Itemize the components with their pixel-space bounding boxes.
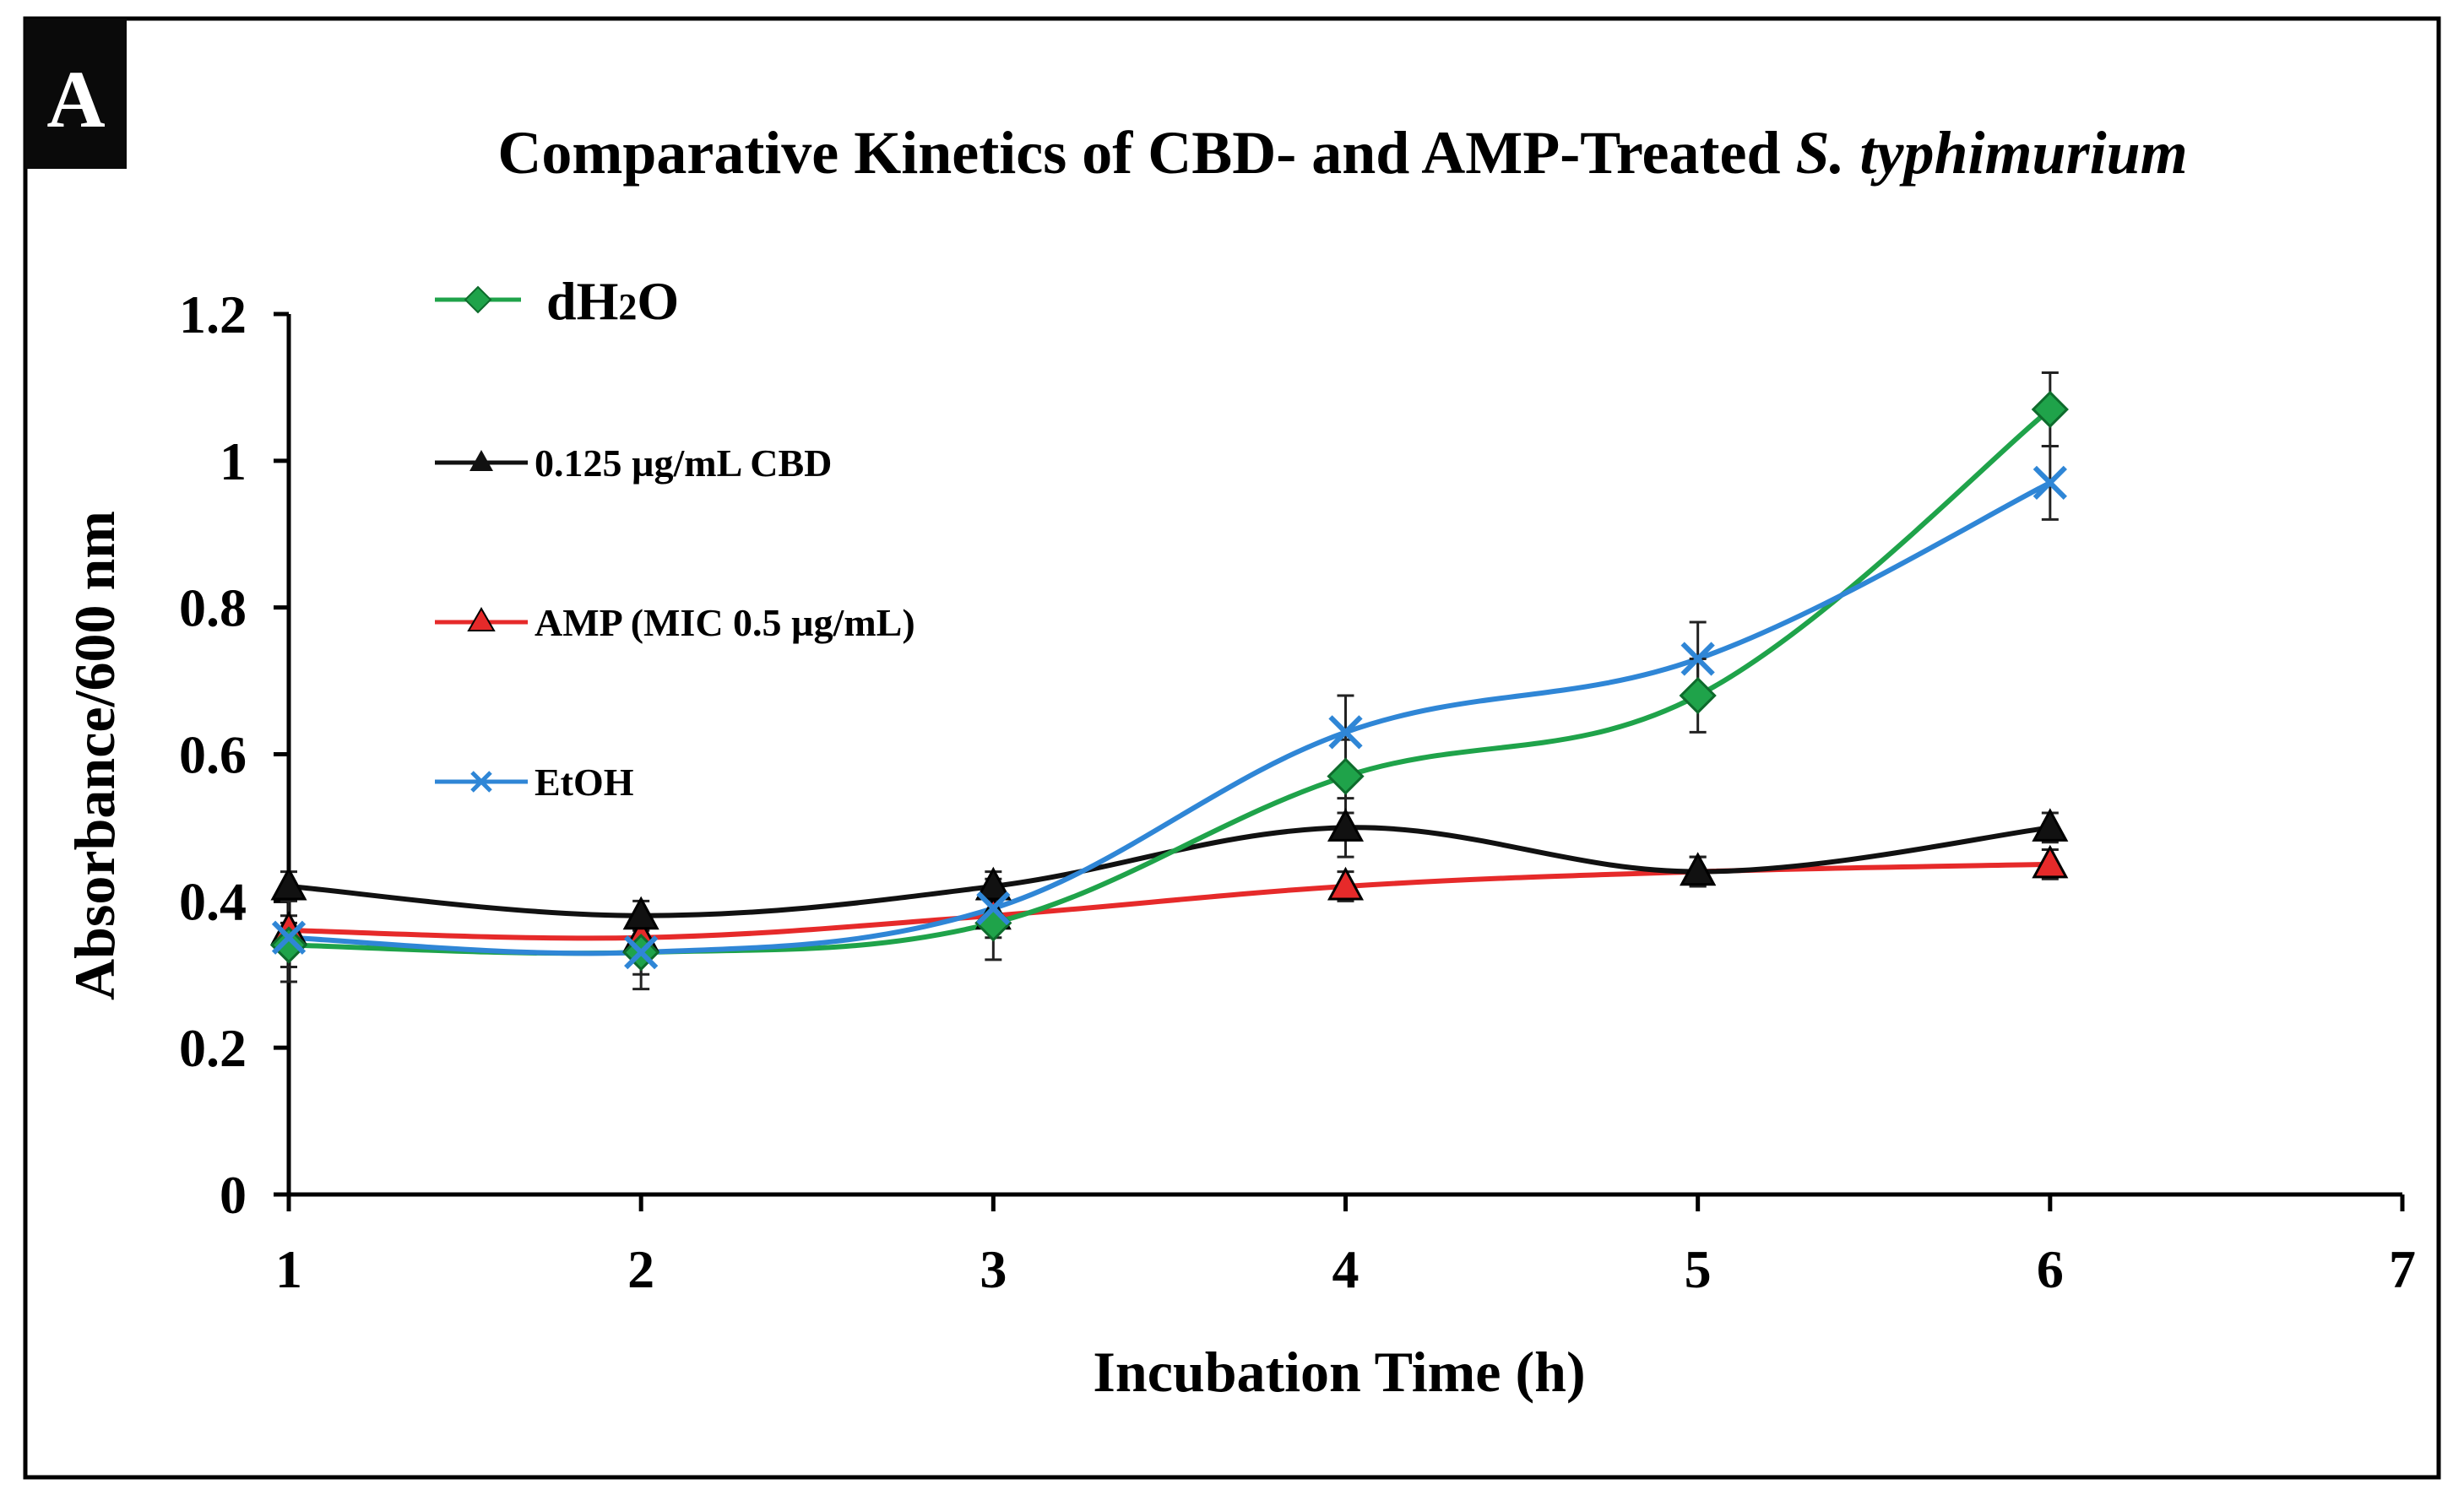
y-tick-label: 1.2 bbox=[179, 284, 247, 344]
chart-title-main: Comparative Kinetics of CBD- and AMP-Tre… bbox=[497, 119, 1795, 187]
panel-label-box bbox=[25, 19, 127, 169]
y-tick-label: 0 bbox=[220, 1165, 247, 1225]
legend: dH2O 0.125 µg/mL CBD AMP (MIC 0.5 µg/mL)… bbox=[435, 271, 915, 804]
y-tick-label: 0.4 bbox=[179, 871, 247, 931]
series-line-etoh bbox=[288, 480, 2052, 956]
legend-label-dh2o-main: dH bbox=[546, 271, 618, 331]
legend-label-dh2o-sub: 2 bbox=[618, 286, 637, 328]
panel-label: A bbox=[46, 54, 105, 144]
chart-title: Comparative Kinetics of CBD- and AMP-Tre… bbox=[497, 119, 2187, 187]
data-point-dh2o bbox=[2031, 390, 2069, 429]
x-tick-label: 6 bbox=[2037, 1239, 2064, 1299]
x-tick-label: 3 bbox=[980, 1239, 1007, 1299]
legend-marker-amp bbox=[467, 606, 496, 631]
data-point-etoh bbox=[1680, 642, 1715, 676]
legend-marker-etoh bbox=[470, 771, 492, 793]
legend-entry-etoh: EtOH bbox=[435, 761, 634, 804]
legend-entry-amp: AMP (MIC 0.5 µg/mL) bbox=[435, 601, 915, 644]
x-tick-label: 2 bbox=[627, 1239, 654, 1299]
legend-entry-cbd: 0.125 µg/mL CBD bbox=[435, 441, 832, 485]
data-point-etoh bbox=[1328, 715, 1363, 750]
data-point-0-125-g-ml-cbd bbox=[622, 896, 659, 930]
series-lines bbox=[288, 407, 2052, 956]
x-tick-label: 5 bbox=[1685, 1239, 1712, 1299]
data-point-dh2o bbox=[269, 926, 308, 964]
y-tick-label: 0.8 bbox=[179, 578, 247, 638]
y-tick-label: 0.2 bbox=[179, 1018, 247, 1078]
y-axis-label: Absorbance/600 nm bbox=[62, 511, 127, 1000]
y-ticks: 0 0.2 0.4 0.6 0.8 1 1.2 bbox=[179, 284, 289, 1225]
legend-label-etoh: EtOH bbox=[535, 761, 634, 804]
x-tick-label: 7 bbox=[2389, 1239, 2416, 1299]
legend-marker-dh2o bbox=[464, 285, 492, 314]
x-tick-label: 1 bbox=[275, 1239, 302, 1299]
data-point-etoh bbox=[2033, 465, 2067, 501]
data-point-0-125-g-ml-cbd bbox=[1327, 808, 1365, 842]
legend-label-cbd: 0.125 µg/mL CBD bbox=[535, 441, 832, 485]
chart-title-italic: S. typhimurium bbox=[1795, 119, 2187, 187]
legend-label-amp: AMP (MIC 0.5 µg/mL) bbox=[535, 601, 915, 644]
data-point-0-125-g-ml-cbd bbox=[270, 866, 307, 901]
legend-entry-dh2o: dH2O bbox=[435, 271, 679, 331]
legend-label-dh2o: dH2O bbox=[546, 271, 679, 331]
x-axis-label: Incubation Time (h) bbox=[1093, 1340, 1585, 1404]
data-point-dh2o bbox=[1327, 757, 1365, 795]
y-tick-label: 0.6 bbox=[179, 725, 247, 785]
data-point-etoh bbox=[271, 920, 307, 955]
legend-marker-cbd bbox=[469, 450, 493, 471]
data-point-amp-mic-0-5-g-ml bbox=[2032, 844, 2069, 879]
data-point-0-125-g-ml-cbd bbox=[2032, 808, 2069, 842]
legend-label-dh2o-tail: O bbox=[637, 271, 679, 331]
data-point-0-125-g-ml-cbd bbox=[974, 866, 1012, 901]
data-point-0-125-g-ml-cbd bbox=[1680, 852, 1717, 886]
data-point-amp-mic-0-5-g-ml bbox=[1327, 866, 1365, 901]
data-point-etoh bbox=[976, 891, 1011, 926]
x-tick-label: 4 bbox=[1332, 1239, 1360, 1299]
x-ticks: 1 2 3 4 5 6 7 bbox=[275, 1194, 2416, 1299]
chart-frame bbox=[23, 16, 2441, 1480]
data-point-dh2o bbox=[1679, 676, 1717, 715]
markers bbox=[269, 390, 2069, 972]
data-point-etoh bbox=[624, 935, 659, 970]
y-tick-label: 1 bbox=[220, 431, 247, 491]
